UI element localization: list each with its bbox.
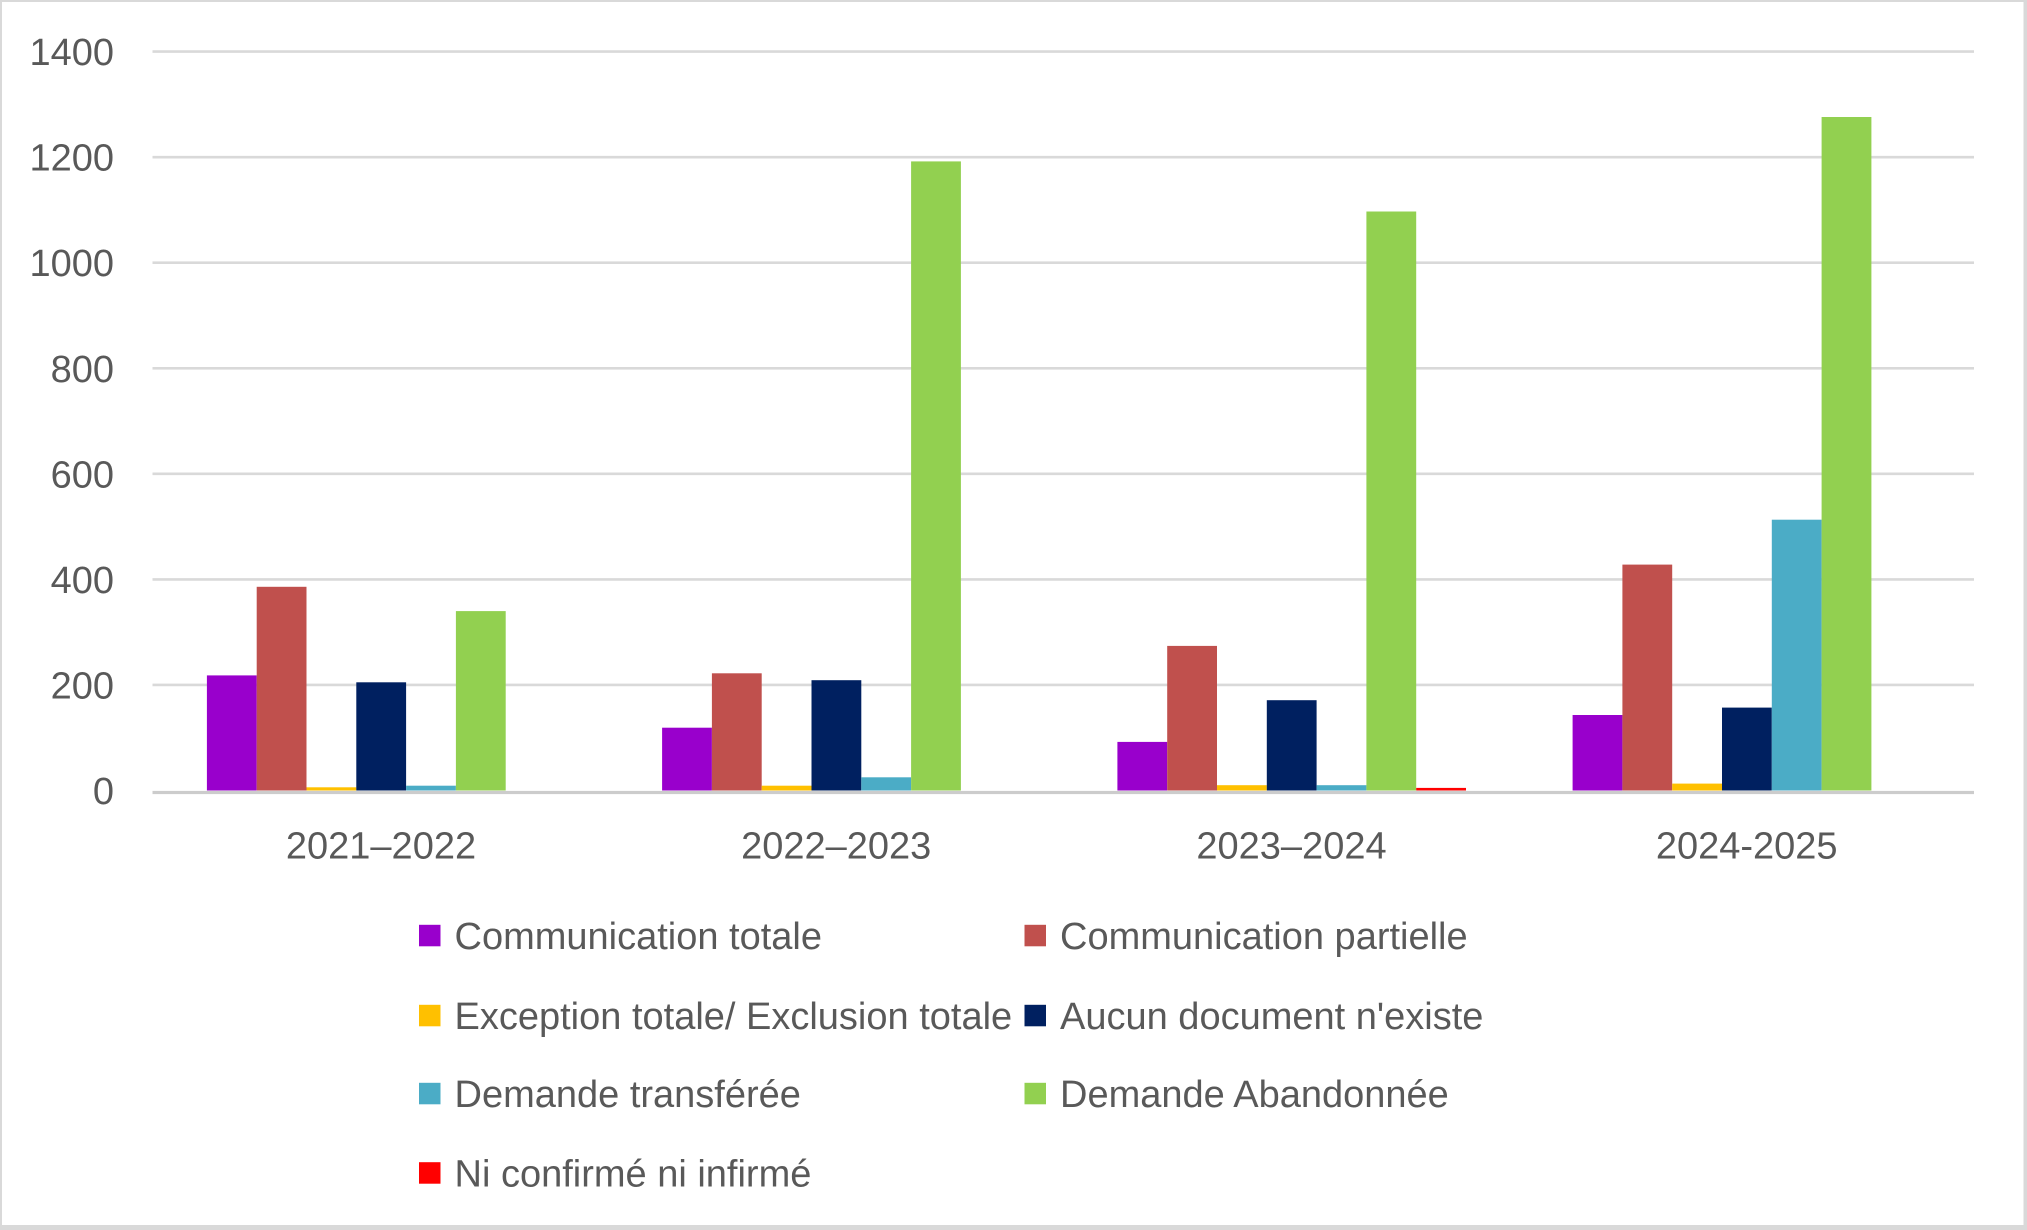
svg-text:200: 200 [51, 665, 114, 707]
svg-text:2023–2024: 2023–2024 [1196, 826, 1386, 868]
svg-text:800: 800 [51, 349, 114, 391]
svg-text:Ni confirmé ni infirmé: Ni confirmé ni infirmé [455, 1154, 812, 1196]
svg-text:Aucun document n'existe: Aucun document n'existe [1060, 996, 1483, 1038]
svg-text:1200: 1200 [29, 138, 114, 180]
svg-text:400: 400 [51, 560, 114, 602]
svg-text:600: 600 [51, 454, 114, 496]
svg-text:2024-2025: 2024-2025 [1656, 826, 1838, 868]
svg-text:2021–2022: 2021–2022 [286, 826, 476, 868]
svg-text:Exception totale/ Exclusion to: Exception totale/ Exclusion totale [455, 996, 1013, 1038]
svg-text:Communication totale: Communication totale [455, 916, 823, 958]
svg-text:Communication partielle: Communication partielle [1060, 916, 1468, 958]
svg-text:0: 0 [93, 771, 114, 813]
svg-text:1000: 1000 [29, 243, 114, 285]
svg-text:2022–2023: 2022–2023 [741, 826, 931, 868]
svg-text:Demande transférée: Demande transférée [455, 1074, 801, 1116]
svg-text:Demande Abandonnée: Demande Abandonnée [1060, 1074, 1449, 1116]
svg-text:1400: 1400 [29, 32, 114, 74]
